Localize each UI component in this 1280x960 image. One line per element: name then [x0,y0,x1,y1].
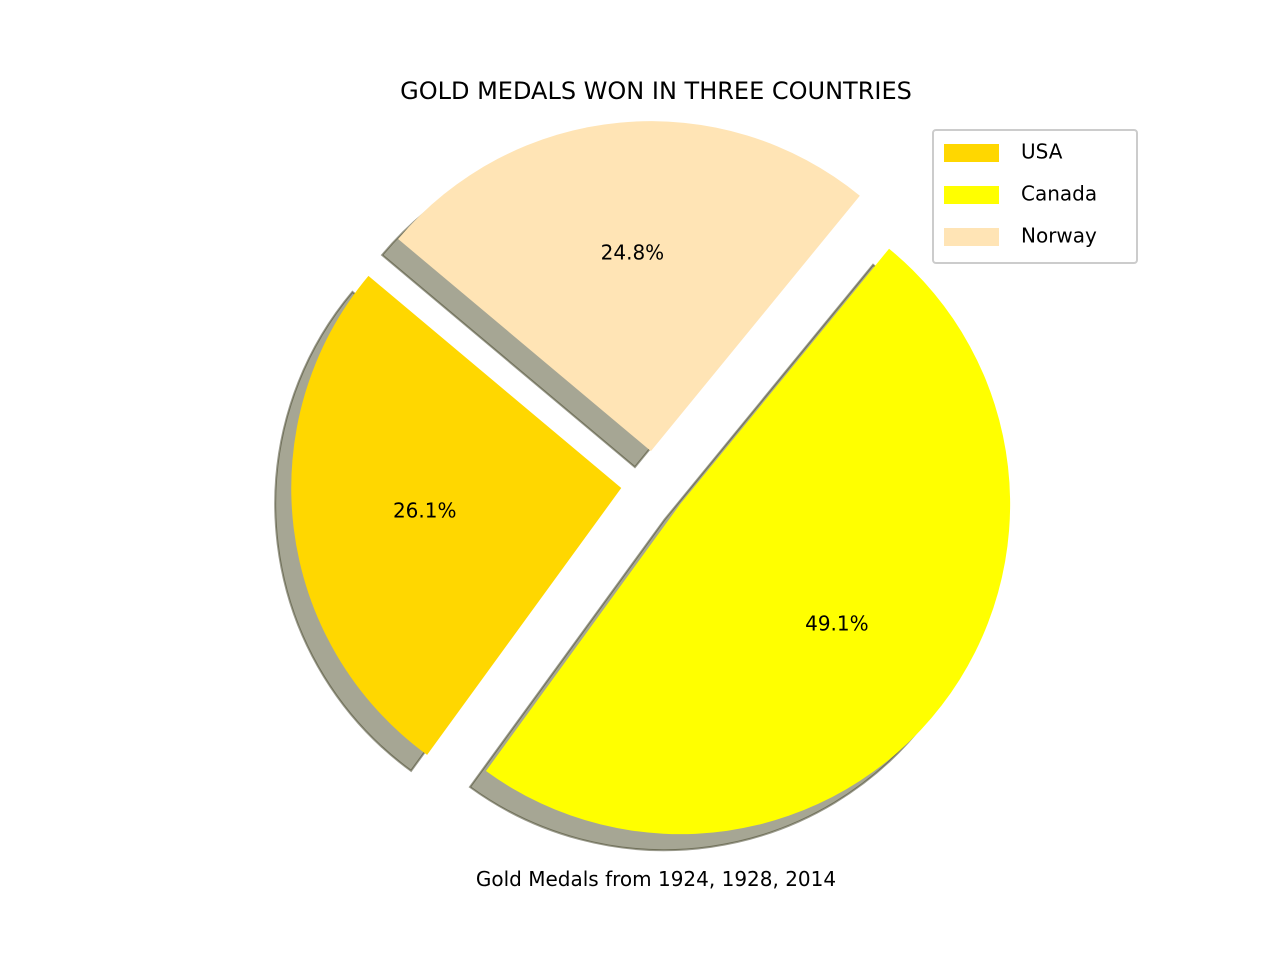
legend-label-canada: Canada [1021,182,1097,206]
percent-label-norway: 24.8% [601,241,665,265]
legend-label-norway: Norway [1021,224,1097,248]
legend-swatch-norway [944,228,999,246]
percent-label-canada: 49.1% [805,612,869,636]
legend-label-usa: USA [1021,140,1063,164]
x-axis-label: Gold Medals from 1924, 1928, 2014 [476,867,836,891]
percent-labels: 26.1% 49.1% 24.8% [393,241,869,636]
pie-slice-canada [485,248,1011,835]
chart-title: GOLD MEDALS WON IN THREE COUNTRIES [400,77,912,105]
legend-swatch-canada [944,186,999,204]
pie-slice-usa [291,275,622,755]
legend: USA Canada Norway [932,129,1138,264]
percent-label-usa: 26.1% [393,499,457,523]
pie-slice-norway [398,121,860,452]
legend-swatch-usa [944,144,999,162]
pie-slices [291,121,1011,835]
